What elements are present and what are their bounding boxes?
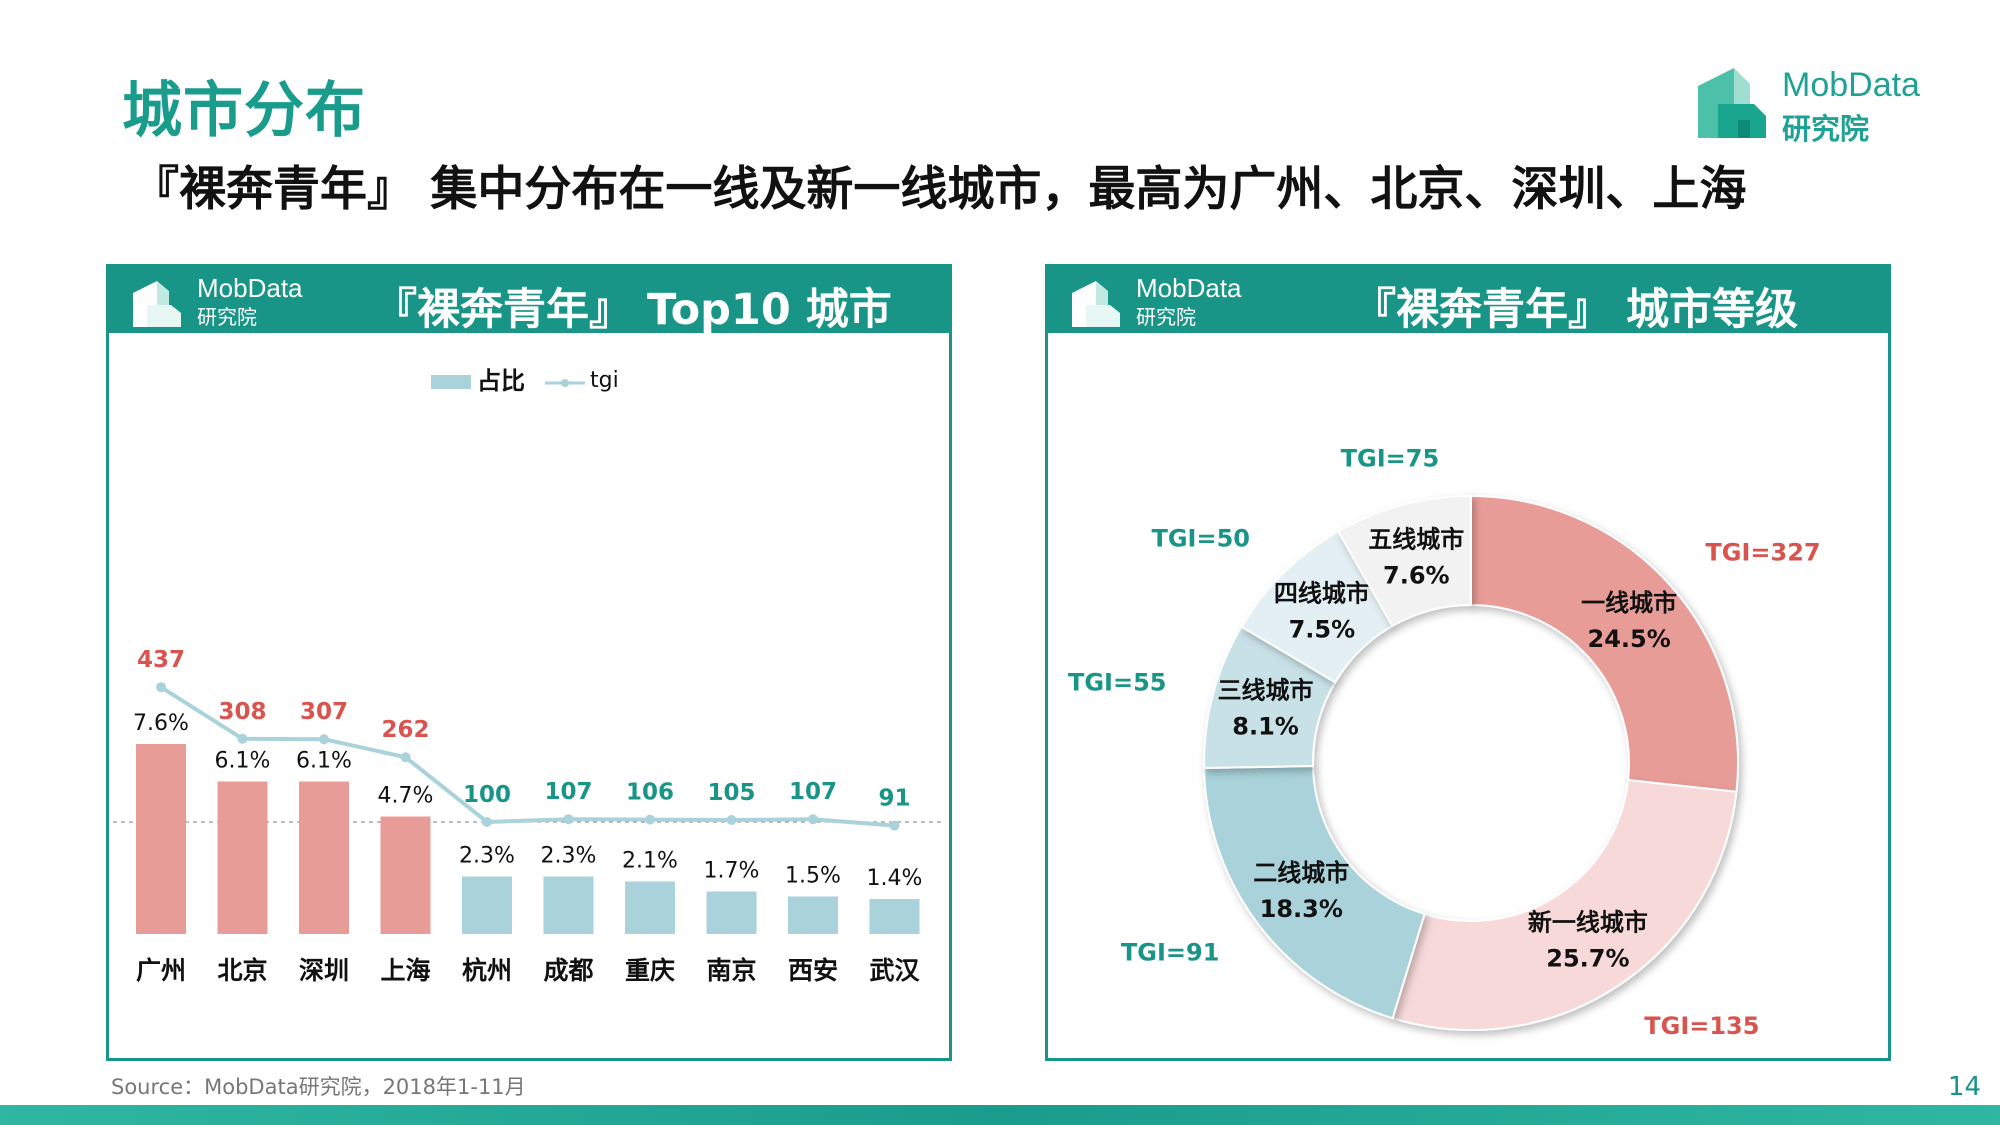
tgi-label: 262 — [381, 717, 429, 743]
tgi-label: 91 — [878, 786, 910, 812]
category-label: 成都 — [543, 956, 593, 985]
slice-tgi-label: TGI=75 — [1341, 445, 1440, 473]
page-title: 城市分布 — [122, 76, 366, 146]
share-label: 2.3% — [459, 844, 515, 869]
donut-slice — [1203, 764, 1426, 1020]
tgi-point — [645, 814, 655, 825]
panel-title: 『裸奔青年』 城市等级 — [1353, 285, 1798, 335]
slice-tgi-label: TGI=135 — [1644, 1012, 1759, 1040]
slice-name-label: 五线城市 — [1368, 526, 1464, 554]
slice-pct-label: 7.5% — [1289, 616, 1356, 644]
page-subtitle: 『裸奔青年』 集中分布在一线及新一线城市，最高为广州、北京、深圳、上海 — [132, 162, 1747, 217]
panel-logo-name: MobData — [1136, 273, 1242, 303]
category-label: 武汉 — [869, 956, 920, 985]
share-label: 1.7% — [704, 859, 760, 884]
slice-name-label: 四线城市 — [1274, 580, 1370, 608]
slice-tgi-label: TGI=50 — [1151, 525, 1250, 553]
slice-name-label: 一线城市 — [1581, 589, 1677, 617]
share-bar — [625, 881, 675, 934]
tgi-label: 308 — [218, 699, 266, 725]
mobdata-logo-icon — [1698, 68, 1766, 138]
tgi-label: 107 — [789, 779, 837, 805]
donut-slice — [1470, 494, 1739, 793]
share-label: 4.7% — [378, 784, 434, 809]
mobdata-logo-icon — [133, 281, 181, 327]
share-bar — [217, 781, 268, 934]
top10-city-chart: 占比 tgi 437 308 307 262 100 107 106 105 107 91 7.6% 广州… — [113, 367, 945, 985]
slice-tgi-label: TGI=91 — [1121, 939, 1220, 967]
share-bar — [136, 744, 186, 934]
panel-logo-sub: 研究院 — [197, 305, 257, 329]
category-label: 杭州 — [462, 956, 512, 985]
tgi-line — [159, 685, 895, 828]
page-number: 14 — [1948, 1072, 1982, 1102]
tgi-point — [156, 682, 166, 693]
tgi-label: 105 — [707, 780, 755, 806]
category-label: 上海 — [380, 956, 430, 985]
slice-tgi-label: TGI=327 — [1705, 539, 1820, 567]
tgi-label: 100 — [463, 782, 511, 808]
share-label: 6.1% — [296, 749, 352, 774]
mobdata-logo-icon — [1072, 281, 1120, 327]
tgi-point — [889, 820, 900, 831]
tgi-label: 307 — [300, 699, 348, 725]
share-label: 6.1% — [215, 749, 271, 774]
category-label: 广州 — [136, 956, 186, 985]
tgi-label: 107 — [544, 779, 592, 805]
share-label: 1.4% — [867, 866, 923, 891]
panel-header: MobData 研究院 『裸奔青年』 城市等级 — [1048, 267, 1888, 335]
panel-logo-name: MobData — [197, 273, 303, 303]
city-tier-donut-chart: 一线城市 24.5% TGI=327 新一线城市 25.7% TGI=135 二线城市 18.… — [1068, 445, 1821, 1040]
panel-header: MobData 研究院 『裸奔青年』 Top10 城市 — [109, 267, 949, 335]
share-label: 2.1% — [622, 849, 678, 874]
share-bar — [462, 876, 512, 934]
slice-pct-label: 25.7% — [1546, 944, 1629, 972]
category-label: 西安 — [788, 956, 838, 985]
bottom-decor-bar — [0, 1105, 2000, 1125]
source-note: Source：MobData研究院，2018年1-11月 — [111, 1075, 526, 1099]
category-label: 深圳 — [299, 956, 349, 985]
share-bar — [299, 781, 349, 934]
brand-sub: 研究院 — [1782, 112, 1870, 146]
legend-swatch-share — [431, 375, 471, 389]
panel-logo-sub: 研究院 — [1136, 305, 1196, 329]
tgi-point — [400, 752, 411, 763]
donut-slice — [1336, 494, 1472, 628]
slice-tgi-label: TGI=55 — [1068, 668, 1167, 696]
share-bar — [543, 876, 594, 934]
category-label: 南京 — [706, 956, 756, 985]
tgi-point — [482, 817, 492, 827]
share-bar — [788, 896, 838, 934]
legend-label-share: 占比 — [477, 367, 525, 395]
tgi-point — [808, 814, 818, 825]
legend-marker-tgi — [561, 379, 569, 387]
share-bar — [706, 891, 757, 934]
slice-pct-label: 24.5% — [1588, 625, 1671, 653]
tgi-point — [563, 814, 574, 825]
slice-name-label: 三线城市 — [1218, 677, 1314, 705]
slice-pct-label: 8.1% — [1232, 713, 1299, 741]
panel-title: 『裸奔青年』 Top10 城市 — [374, 285, 892, 335]
donut-slice — [1391, 778, 1738, 1031]
tgi-point — [237, 733, 248, 744]
tgi-point — [726, 815, 737, 825]
share-bar — [869, 899, 920, 934]
category-label: 重庆 — [625, 956, 675, 985]
slice-pct-label: 7.6% — [1383, 562, 1450, 590]
share-label: 7.6% — [133, 711, 189, 736]
slice-name-label: 新一线城市 — [1528, 908, 1648, 936]
slice-name-label: 二线城市 — [1253, 859, 1349, 887]
category-label: 北京 — [217, 956, 267, 985]
tgi-label: 106 — [626, 780, 674, 806]
city-tier-panel: MobData 研究院 『裸奔青年』 城市等级 一线城市 24.5% TGI=327… — [1045, 264, 1891, 1061]
tgi-point — [319, 734, 329, 745]
legend-label-tgi: tgi — [590, 368, 619, 393]
share-label: 1.5% — [785, 864, 841, 889]
slice-pct-label: 18.3% — [1260, 895, 1343, 923]
share-label: 2.3% — [541, 844, 597, 869]
brand-name: MobData — [1782, 66, 1920, 104]
tgi-label: 437 — [137, 647, 185, 673]
top10-cities-panel: MobData 研究院 『裸奔青年』 Top10 城市 占比 tgi 437 308 3… — [106, 264, 952, 1061]
share-bar — [380, 816, 431, 934]
